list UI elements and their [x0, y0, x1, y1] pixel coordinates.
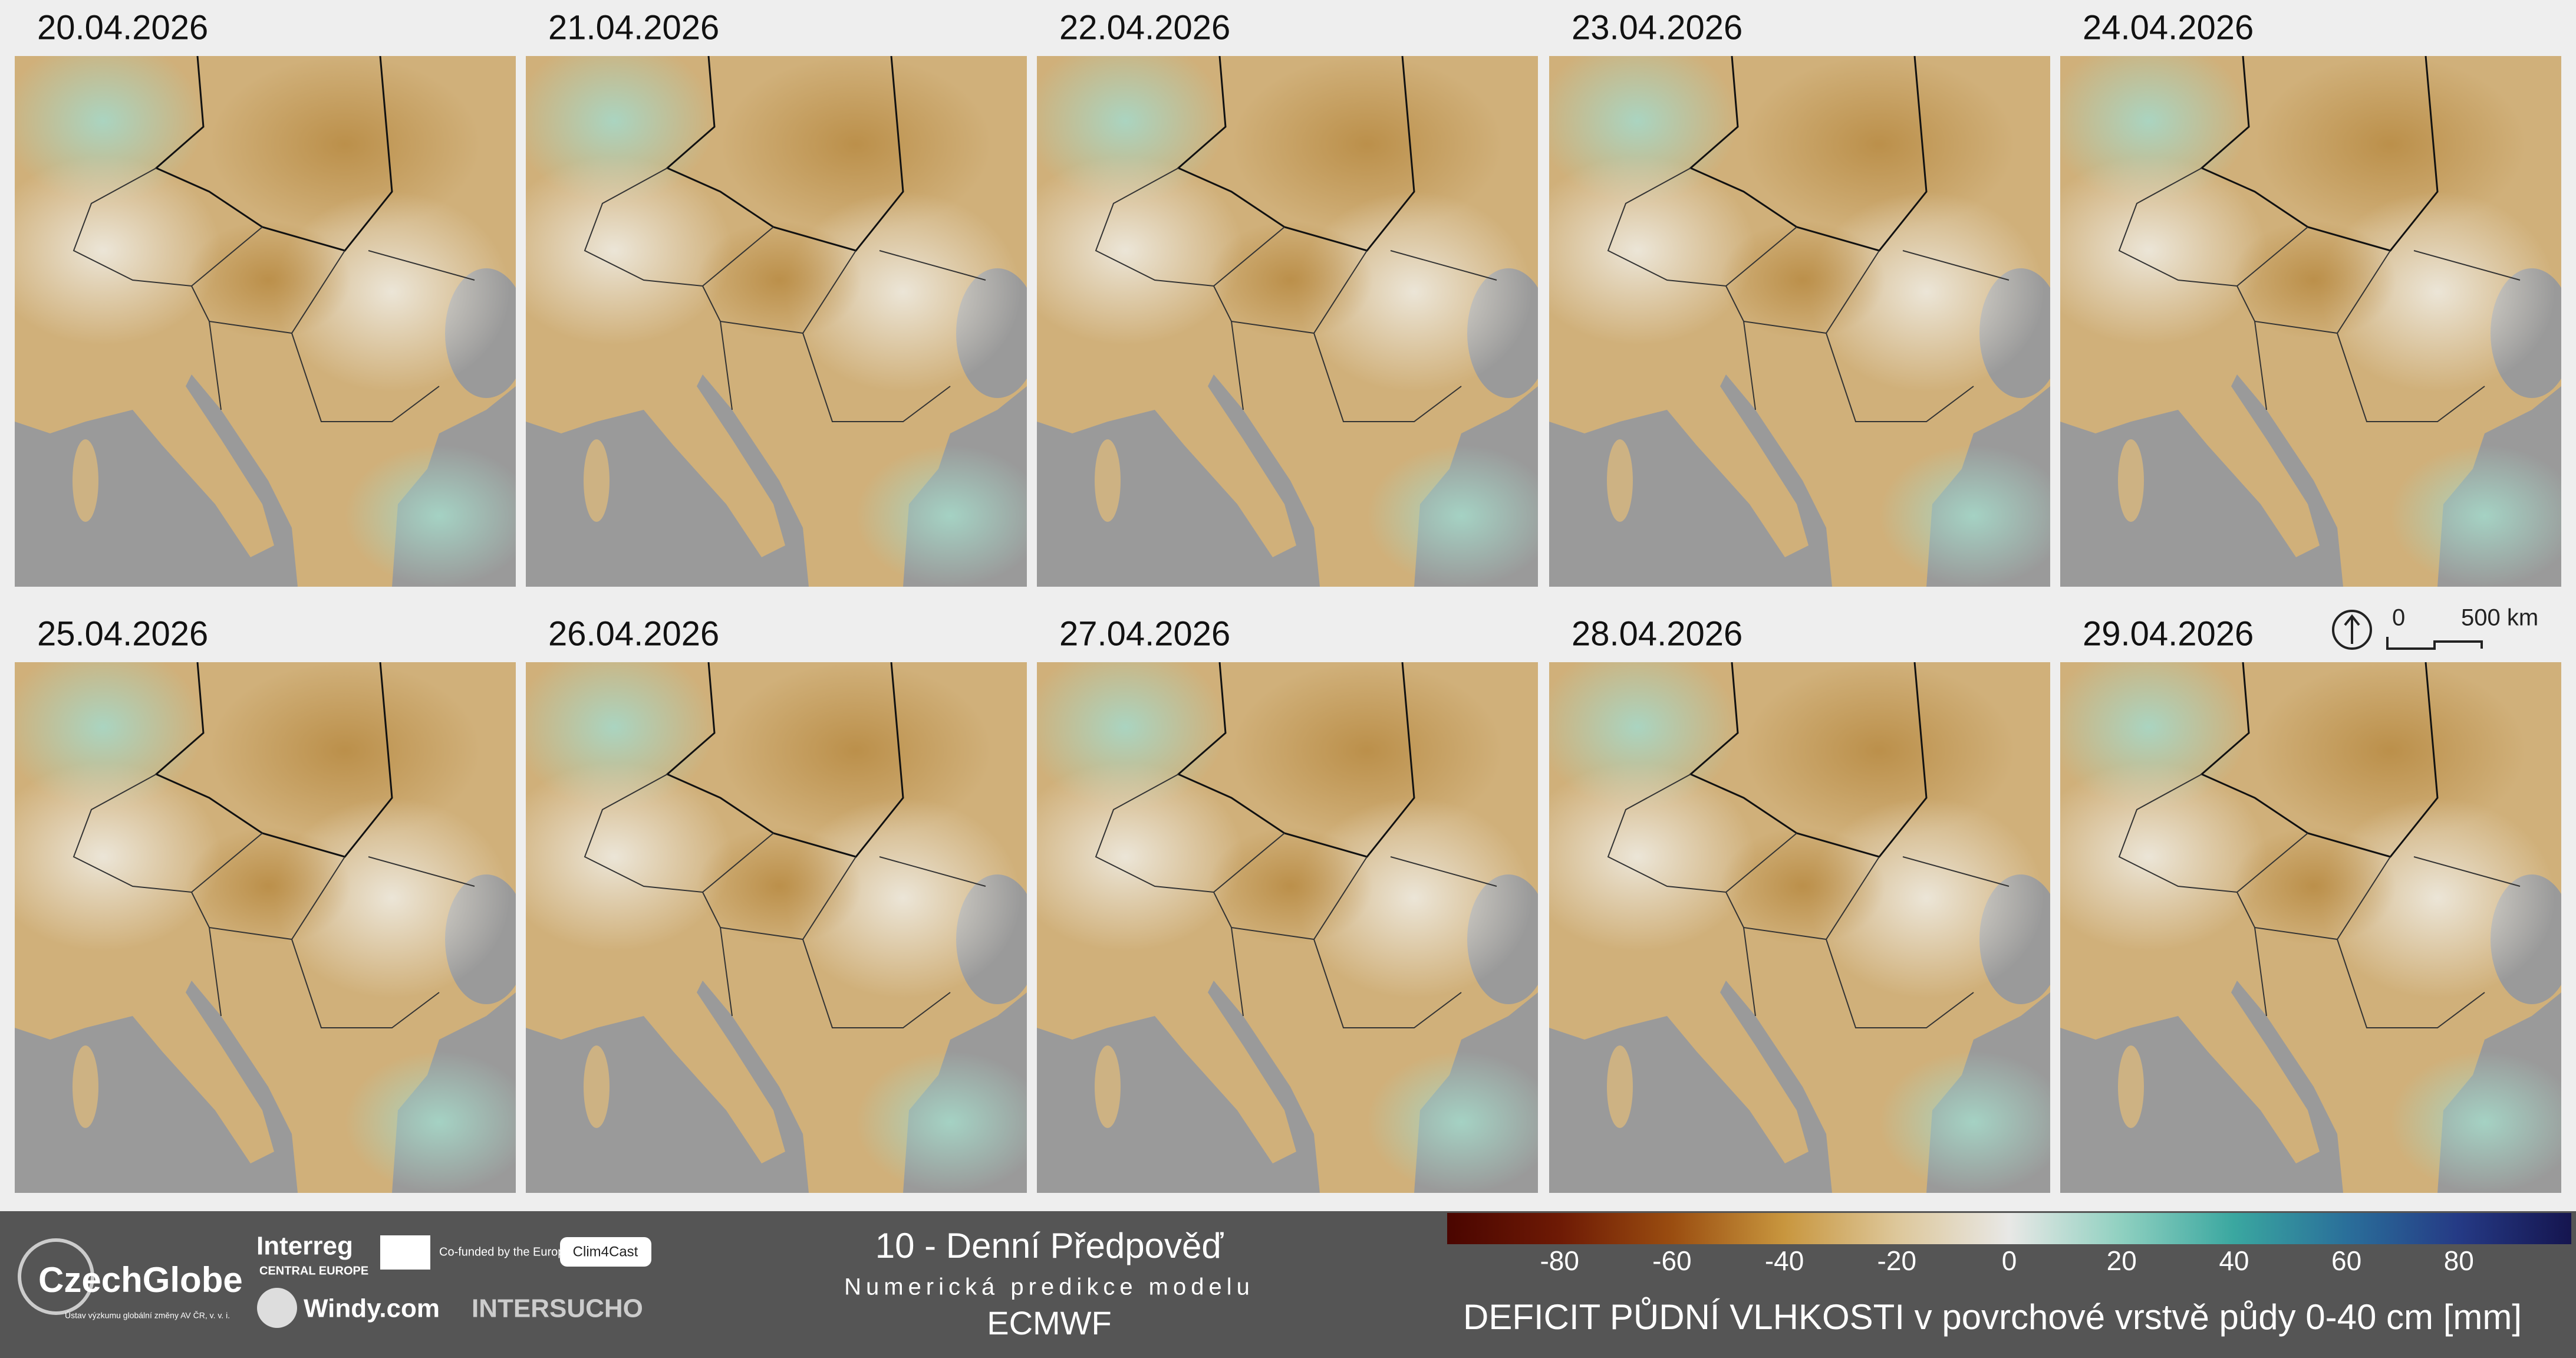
panel-date: 21.04.2026 [548, 8, 719, 47]
map-panel [1520, 38, 2068, 587]
scale-bar: 0 500 km [2332, 605, 2538, 650]
interreg-sub: CENTRAL EUROPE [259, 1264, 368, 1277]
windy-icon [257, 1288, 297, 1328]
colorbar-label: DEFICIT PŮDNÍ VLHKOSTI v povrchové vrstv… [1463, 1297, 2522, 1337]
intersucho: INTERSUCHO [472, 1294, 643, 1323]
interreg: Interreg [256, 1232, 353, 1261]
panel-date: 23.04.2026 [1572, 8, 1742, 47]
map-panel [496, 38, 1045, 587]
panel-date: 22.04.2026 [1059, 8, 1230, 47]
clim: Clim4Cast [573, 1244, 638, 1260]
map-panel [0, 38, 533, 587]
panel-date: 20.04.2026 [37, 8, 208, 47]
logo-ring [18, 1238, 94, 1315]
colorbar-tick: 40 [2219, 1245, 2249, 1276]
panel-date: 29.04.2026 [2083, 614, 2254, 653]
logos: CzechGlobe Ústav výzkumu globální změny … [18, 1226, 1254, 1341]
map-panel [2031, 645, 2576, 1193]
map-panel [496, 645, 1045, 1193]
scale-end: 500 km [2461, 605, 2538, 631]
subtitle: Numerická predikce modelu [844, 1274, 1254, 1300]
map-panel [1007, 38, 1556, 587]
panel-date: 28.04.2026 [1572, 614, 1742, 653]
colorbar-tick: -60 [1652, 1245, 1691, 1276]
colorbar [1447, 1213, 2571, 1244]
colorbar-tick: 0 [2002, 1245, 2017, 1276]
map-panel [2031, 38, 2576, 587]
title: 10 - Denní Předpověď [875, 1226, 1224, 1265]
map-panel [0, 645, 533, 1193]
panel-date: 27.04.2026 [1059, 614, 1230, 653]
windy: Windy.com [304, 1294, 440, 1323]
colorbar-tick: 60 [2331, 1245, 2361, 1276]
model: ECMWF [987, 1304, 1112, 1341]
colorbar-tick: 20 [2107, 1245, 2137, 1276]
map-panel [1520, 645, 2068, 1193]
colorbar-tick: -20 [1877, 1245, 1916, 1276]
colorbar-tick: 80 [2444, 1245, 2474, 1276]
scale-start: 0 [2392, 605, 2405, 631]
org-sub: Ústav výzkumu globální změny AV ČR, v. v… [65, 1311, 230, 1320]
org: CzechGlobe [38, 1260, 243, 1300]
eu-flag [380, 1235, 430, 1270]
clim-box [560, 1237, 651, 1267]
colorbar-tick: -80 [1540, 1245, 1579, 1276]
panel-date: 26.04.2026 [548, 614, 719, 653]
panel-date: 25.04.2026 [37, 614, 208, 653]
map-panel [1007, 645, 1556, 1193]
colorbar-tick: -40 [1765, 1245, 1804, 1276]
panel-date: 24.04.2026 [2083, 8, 2254, 47]
